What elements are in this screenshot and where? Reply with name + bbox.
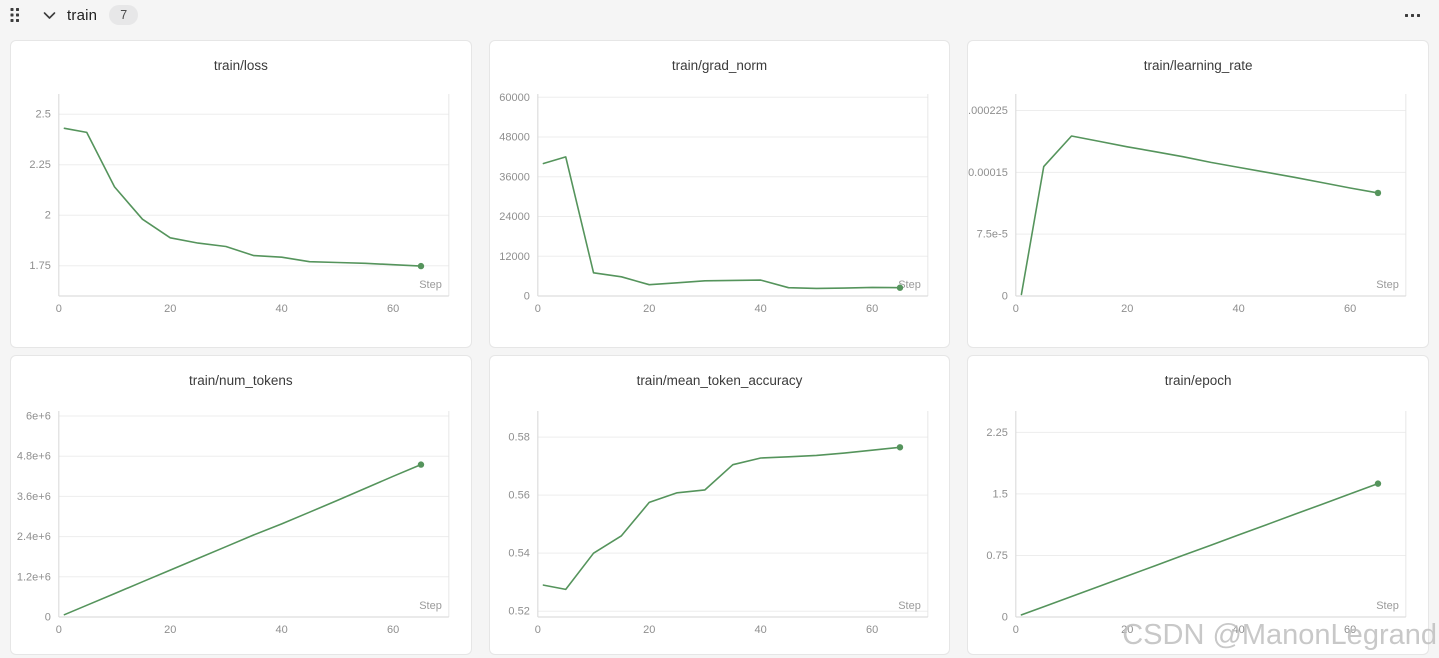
section-title: train	[67, 6, 98, 24]
chevron-down-icon[interactable]	[40, 9, 59, 22]
y-tick-label: 1.2e+6	[17, 571, 51, 583]
y-tick-label: 2.4e+6	[17, 531, 51, 543]
x-tick-label: 0	[1013, 624, 1019, 636]
step-axis-label: Step	[1377, 279, 1400, 291]
x-tick-label: 0	[56, 303, 62, 315]
x-tick-label: 40	[754, 624, 766, 636]
chart-plot: 1.75 2 2.25 2.5 0 20 40 60 Step	[29, 94, 450, 315]
y-tick-label: 6e+6	[26, 411, 51, 423]
chart-title: train/num_tokens	[189, 373, 293, 388]
x-tick-label: 40	[1233, 303, 1245, 315]
y-tick-label: 0.000225	[968, 105, 1008, 117]
x-tick-label: 60	[387, 303, 399, 315]
x-tick-label: 20	[1121, 303, 1133, 315]
step-axis-label: Step	[898, 600, 921, 612]
y-tick-label: 24000	[499, 211, 530, 223]
y-tick-label: 2.5	[36, 109, 51, 121]
series-line	[542, 446, 901, 591]
step-axis-label: Step	[1377, 600, 1400, 612]
y-tick-label: 1.75	[29, 260, 50, 272]
y-tick-label: 0.58	[508, 432, 529, 444]
x-tick-label: 20	[643, 303, 655, 315]
chart-plot: 0 1.2e+6 2.4e+6 3.6e+6 4.8e+6 6e+6 0 20 40 60 Step	[17, 411, 450, 636]
endpoint-dot	[417, 262, 425, 270]
x-tick-label: 0	[534, 303, 540, 315]
y-tick-label: 0.54	[508, 548, 529, 560]
x-tick-label: 0	[534, 624, 540, 636]
series-line	[542, 156, 901, 290]
x-tick-label: 60	[866, 624, 878, 636]
endpoint-dot	[896, 444, 903, 451]
y-tick-label: 60000	[499, 92, 530, 104]
chart-panel-train-num-tokens[interactable]: train/num_tokens 0 1.2e+6 2.4e+6 3.6e+6 4.8e…	[10, 355, 472, 655]
endpoint-dot	[896, 284, 903, 291]
y-tick-label: 0.56	[508, 490, 529, 502]
x-tick-label: 0	[1013, 303, 1019, 315]
endpoint-dot	[1375, 189, 1382, 197]
y-tick-label: 3.6e+6	[17, 491, 51, 503]
x-tick-label: 20	[164, 624, 176, 636]
x-tick-label: 60	[387, 624, 399, 636]
chart-plot: 0 12000 24000 36000 48000 60000 0 20 40 60 Step	[499, 92, 928, 315]
chart-title: train/epoch	[1164, 373, 1232, 388]
chart-plot: 0 0.75 1.5 2.25 0 20 40 60 Step	[987, 411, 1407, 636]
chart-panel-train-grad-norm[interactable]: train/grad_norm 0 12000 24000 36000 48000 600…	[488, 40, 951, 348]
y-tick-label: 36000	[499, 171, 530, 183]
ellipsis-menu-icon[interactable]	[1401, 9, 1425, 22]
y-tick-label: 2.25	[29, 159, 50, 171]
y-tick-label: 0.00015	[968, 167, 1008, 179]
x-tick-label: 0	[56, 624, 62, 636]
chart-title: train/learning_rate	[1143, 58, 1253, 73]
y-tick-label: 0	[523, 291, 529, 303]
series-line	[63, 463, 422, 616]
chart-title: train/grad_norm	[671, 58, 768, 73]
x-tick-label: 60	[866, 303, 878, 315]
y-tick-label: 48000	[499, 132, 530, 144]
endpoint-dot	[417, 461, 425, 468]
step-axis-label: Step	[898, 279, 921, 291]
chart-panel-train-epoch[interactable]: train/epoch 0 0.75 1.5 2.25 0 20 40 60 Step	[967, 355, 1429, 655]
x-tick-label: 20	[643, 624, 655, 636]
chart-title: train/mean_token_accuracy	[636, 373, 803, 388]
y-tick-label: 0	[1002, 291, 1008, 303]
drag-handle-icon[interactable]	[6, 5, 24, 25]
section-header: train 7	[0, 0, 1439, 30]
series-line	[1020, 135, 1380, 296]
panel-count-badge: 7	[109, 5, 139, 25]
x-tick-label: 40	[276, 303, 288, 315]
step-axis-label: Step	[419, 600, 442, 612]
x-tick-label: 40	[1233, 624, 1245, 636]
y-tick-label: 4.8e+6	[17, 451, 51, 463]
chart-panel-train-learning-rate[interactable]: train/learning_rate 0 7.5e-5 0.00015 0.0002…	[967, 40, 1429, 348]
x-tick-label: 60	[1344, 624, 1356, 636]
chart-panel-train-mean-token-accuracy[interactable]: train/mean_token_accuracy 0.52 0.54 0.56 0.…	[488, 355, 951, 655]
y-tick-label: 0.75	[987, 550, 1008, 562]
y-tick-label: 0.52	[508, 606, 529, 618]
step-axis-label: Step	[419, 279, 442, 291]
series-line	[1020, 482, 1380, 616]
chart-plot: 0.52 0.54 0.56 0.58 0 20 40 60 Step	[508, 411, 928, 636]
x-tick-label: 20	[1121, 624, 1133, 636]
y-tick-label: 0	[1002, 612, 1008, 624]
chart-panel-train-loss[interactable]: train/loss 1.75 2 2.25 2.5 0 20 40 60 Step	[10, 40, 472, 348]
y-tick-label: 7.5e-5	[977, 229, 1008, 241]
panel-grid: train/loss 1.75 2 2.25 2.5 0 20 40 60 Step train…	[0, 30, 1439, 655]
chart-title: train/loss	[213, 58, 268, 73]
chart-plot: 0 7.5e-5 0.00015 0.000225 0 20 40 60 Step	[968, 94, 1407, 315]
x-tick-label: 60	[1344, 303, 1356, 315]
y-tick-label: 2.25	[987, 427, 1008, 439]
y-tick-label: 0	[45, 612, 51, 624]
y-tick-label: 12000	[499, 251, 530, 263]
x-tick-label: 40	[754, 303, 766, 315]
y-tick-label: 2	[45, 210, 51, 222]
x-tick-label: 20	[164, 303, 176, 315]
series-line	[63, 127, 422, 267]
endpoint-dot	[1375, 480, 1382, 487]
x-tick-label: 40	[276, 624, 288, 636]
y-tick-label: 1.5	[993, 488, 1008, 500]
